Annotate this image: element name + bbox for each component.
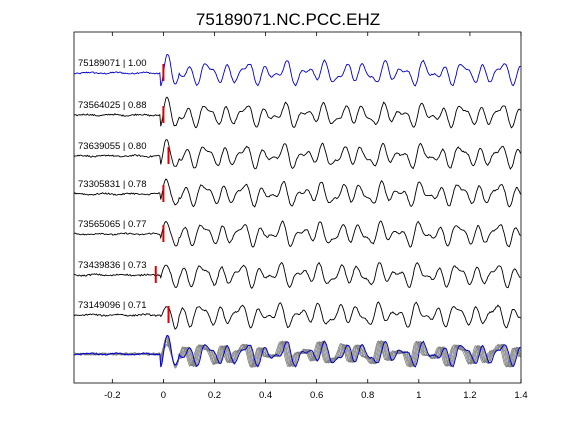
traces-layer xyxy=(73,53,521,330)
trace-label-73149096: 73149096 | 0.71 xyxy=(78,300,147,311)
trace-label-73439836: 73439836 | 0.73 xyxy=(78,260,147,271)
x-tick-label: 0 xyxy=(161,390,166,401)
stack-trace-73305831 xyxy=(73,338,521,368)
trace-73564025 xyxy=(73,96,521,129)
x-tick-label: 0.4 xyxy=(259,390,272,401)
trace-73565065 xyxy=(73,220,521,248)
picks-layer xyxy=(154,64,170,323)
x-tick-label: -0.2 xyxy=(104,390,120,401)
trace-label-73639055: 73639055 | 0.80 xyxy=(78,141,147,152)
x-tick-label: 1 xyxy=(416,390,421,401)
trace-75189071 xyxy=(73,53,521,87)
x-tick-label: 1.4 xyxy=(514,390,527,401)
x-axis: -0.2 0 0.2 0.4 0.6 0.8 1 1.2 1.4 xyxy=(104,32,528,401)
stack-layer xyxy=(73,334,521,369)
trace-labels-layer: 75189071 | 1.00 73564025 | 0.88 73639055 |… xyxy=(78,58,147,311)
trace-label-73565065: 73565065 | 0.77 xyxy=(78,219,147,230)
trace-73305831 xyxy=(73,178,521,208)
trace-73639055 xyxy=(73,139,521,170)
x-tick-label: 1.2 xyxy=(463,390,476,401)
trace-label-73305831: 73305831 | 0.78 xyxy=(78,179,147,190)
x-tick-label: 0.2 xyxy=(208,390,221,401)
trace-73439836 xyxy=(73,261,521,290)
plot-area xyxy=(73,31,522,384)
trace-label-75189071: 75189071 | 1.00 xyxy=(78,58,147,69)
x-tick-label: 0.6 xyxy=(310,390,323,401)
x-tick-label: 0.8 xyxy=(361,390,374,401)
stack-trace-reference xyxy=(73,334,521,368)
trace-label-73564025: 73564025 | 0.88 xyxy=(78,100,147,111)
chart-title: 75189071.NC.PCC.EHZ xyxy=(196,10,380,29)
trace-73149096 xyxy=(73,301,521,330)
